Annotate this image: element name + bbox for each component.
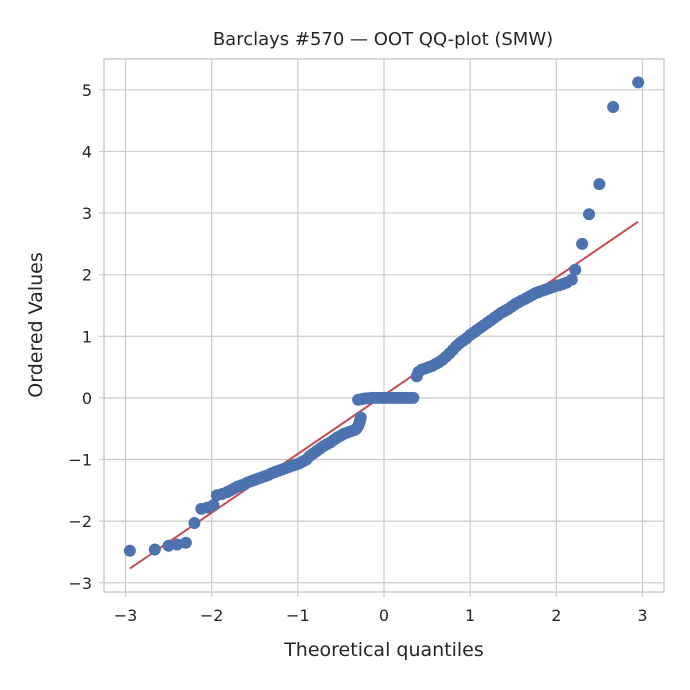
y-tick-label: 3 — [82, 204, 92, 223]
y-tick-label: 0 — [82, 389, 92, 408]
x-tick-label: −2 — [200, 606, 224, 625]
data-point — [148, 543, 161, 556]
x-tick-label: 2 — [551, 606, 561, 625]
y-tick-label: 1 — [82, 327, 92, 346]
data-point — [188, 516, 201, 529]
data-point — [593, 178, 606, 191]
x-axis-label: Theoretical quantiles — [283, 639, 484, 661]
y-axis-label: Ordered Values — [25, 252, 47, 397]
x-tick-label: 0 — [379, 606, 389, 625]
y-tick-label: 4 — [82, 142, 92, 161]
x-ticks: −3 −2 −1 0 1 2 3 — [114, 592, 648, 625]
data-point — [632, 76, 645, 89]
data-point — [123, 544, 136, 557]
data-point — [569, 263, 582, 276]
x-tick-label: −1 — [286, 606, 310, 625]
data-point — [179, 536, 192, 549]
grid-lines — [104, 59, 664, 592]
y-tick-label: 5 — [82, 81, 92, 100]
y-tick-label: −3 — [68, 574, 92, 593]
y-tick-label: 2 — [82, 266, 92, 285]
x-tick-label: −3 — [114, 606, 138, 625]
x-tick-label: 3 — [637, 606, 647, 625]
data-point — [407, 391, 420, 404]
y-ticks: −3 −2 −1 0 1 2 3 4 5 — [68, 81, 104, 593]
chart-title: Barclays #570 — OOT QQ-plot (SMW) — [213, 29, 553, 50]
data-point — [583, 208, 596, 221]
data-point — [565, 273, 578, 286]
data-points — [123, 76, 645, 557]
data-point — [354, 411, 367, 424]
data-point — [576, 237, 589, 250]
data-point — [607, 101, 620, 114]
y-tick-label: −2 — [68, 512, 92, 531]
data-point — [207, 499, 220, 512]
x-tick-label: 1 — [465, 606, 475, 625]
y-tick-label: −1 — [68, 451, 92, 470]
